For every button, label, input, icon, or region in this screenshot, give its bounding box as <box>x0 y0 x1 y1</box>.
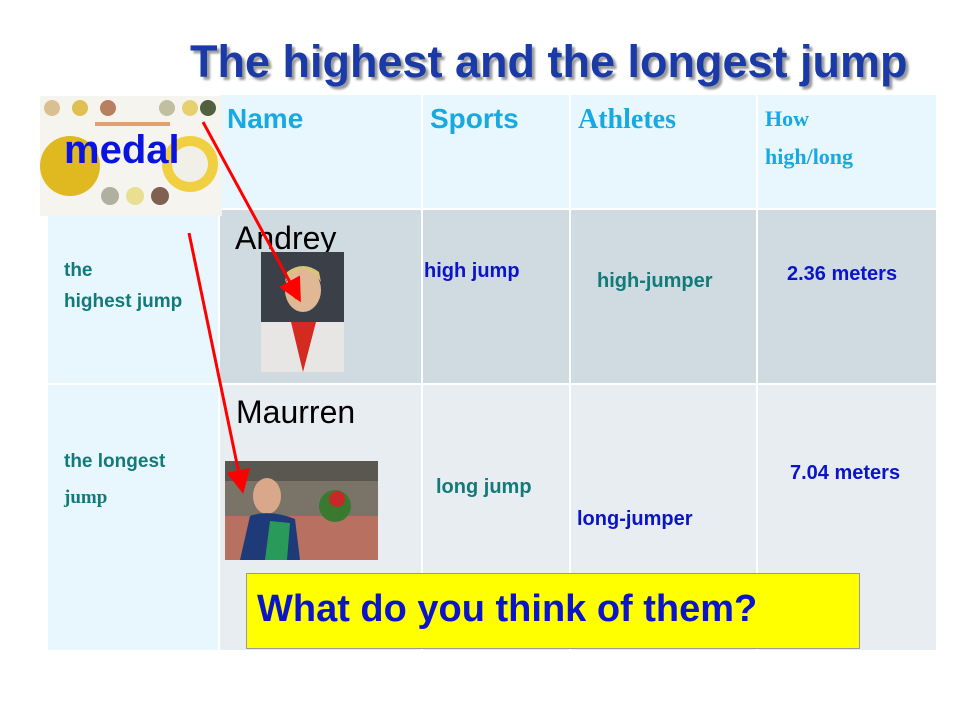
header-athletes: Athletes <box>578 104 676 135</box>
row1-sport: high jump <box>424 260 520 282</box>
row2-label-line1: the longest <box>64 451 166 472</box>
medal-label: medal <box>64 128 180 172</box>
medal-picture <box>40 96 222 216</box>
row1-label-line2: highest jump <box>64 291 183 312</box>
header-how-high-long: How high/long <box>765 106 854 169</box>
arrow-to-maurren-icon <box>187 232 251 494</box>
row2-sport: long jump <box>436 476 532 498</box>
arrow-to-andrey-icon <box>201 121 301 303</box>
row2-name: Maurren <box>236 394 356 430</box>
row1-name: Andrey <box>235 220 337 256</box>
andrey-photo <box>261 252 344 372</box>
row1-label-line1: the <box>64 260 93 281</box>
row2-measure: 7.04 meters <box>790 462 901 484</box>
row2-label-cell <box>48 384 218 650</box>
header-sports: Sports <box>430 103 519 134</box>
row1-athlete: high-jumper <box>597 270 713 292</box>
row2-athlete: long-jumper <box>577 508 693 530</box>
slide-title: The highest and the longest jump <box>190 36 908 87</box>
row1-measure: 2.36 meters <box>787 263 898 285</box>
maurren-photo <box>225 461 378 560</box>
row2-label-line2: jump <box>64 487 108 508</box>
table-header-row <box>219 95 936 209</box>
question-box: What do you think of them? <box>246 573 860 649</box>
row1-label: the highest jump <box>64 255 182 317</box>
header-name: Name <box>227 103 304 134</box>
